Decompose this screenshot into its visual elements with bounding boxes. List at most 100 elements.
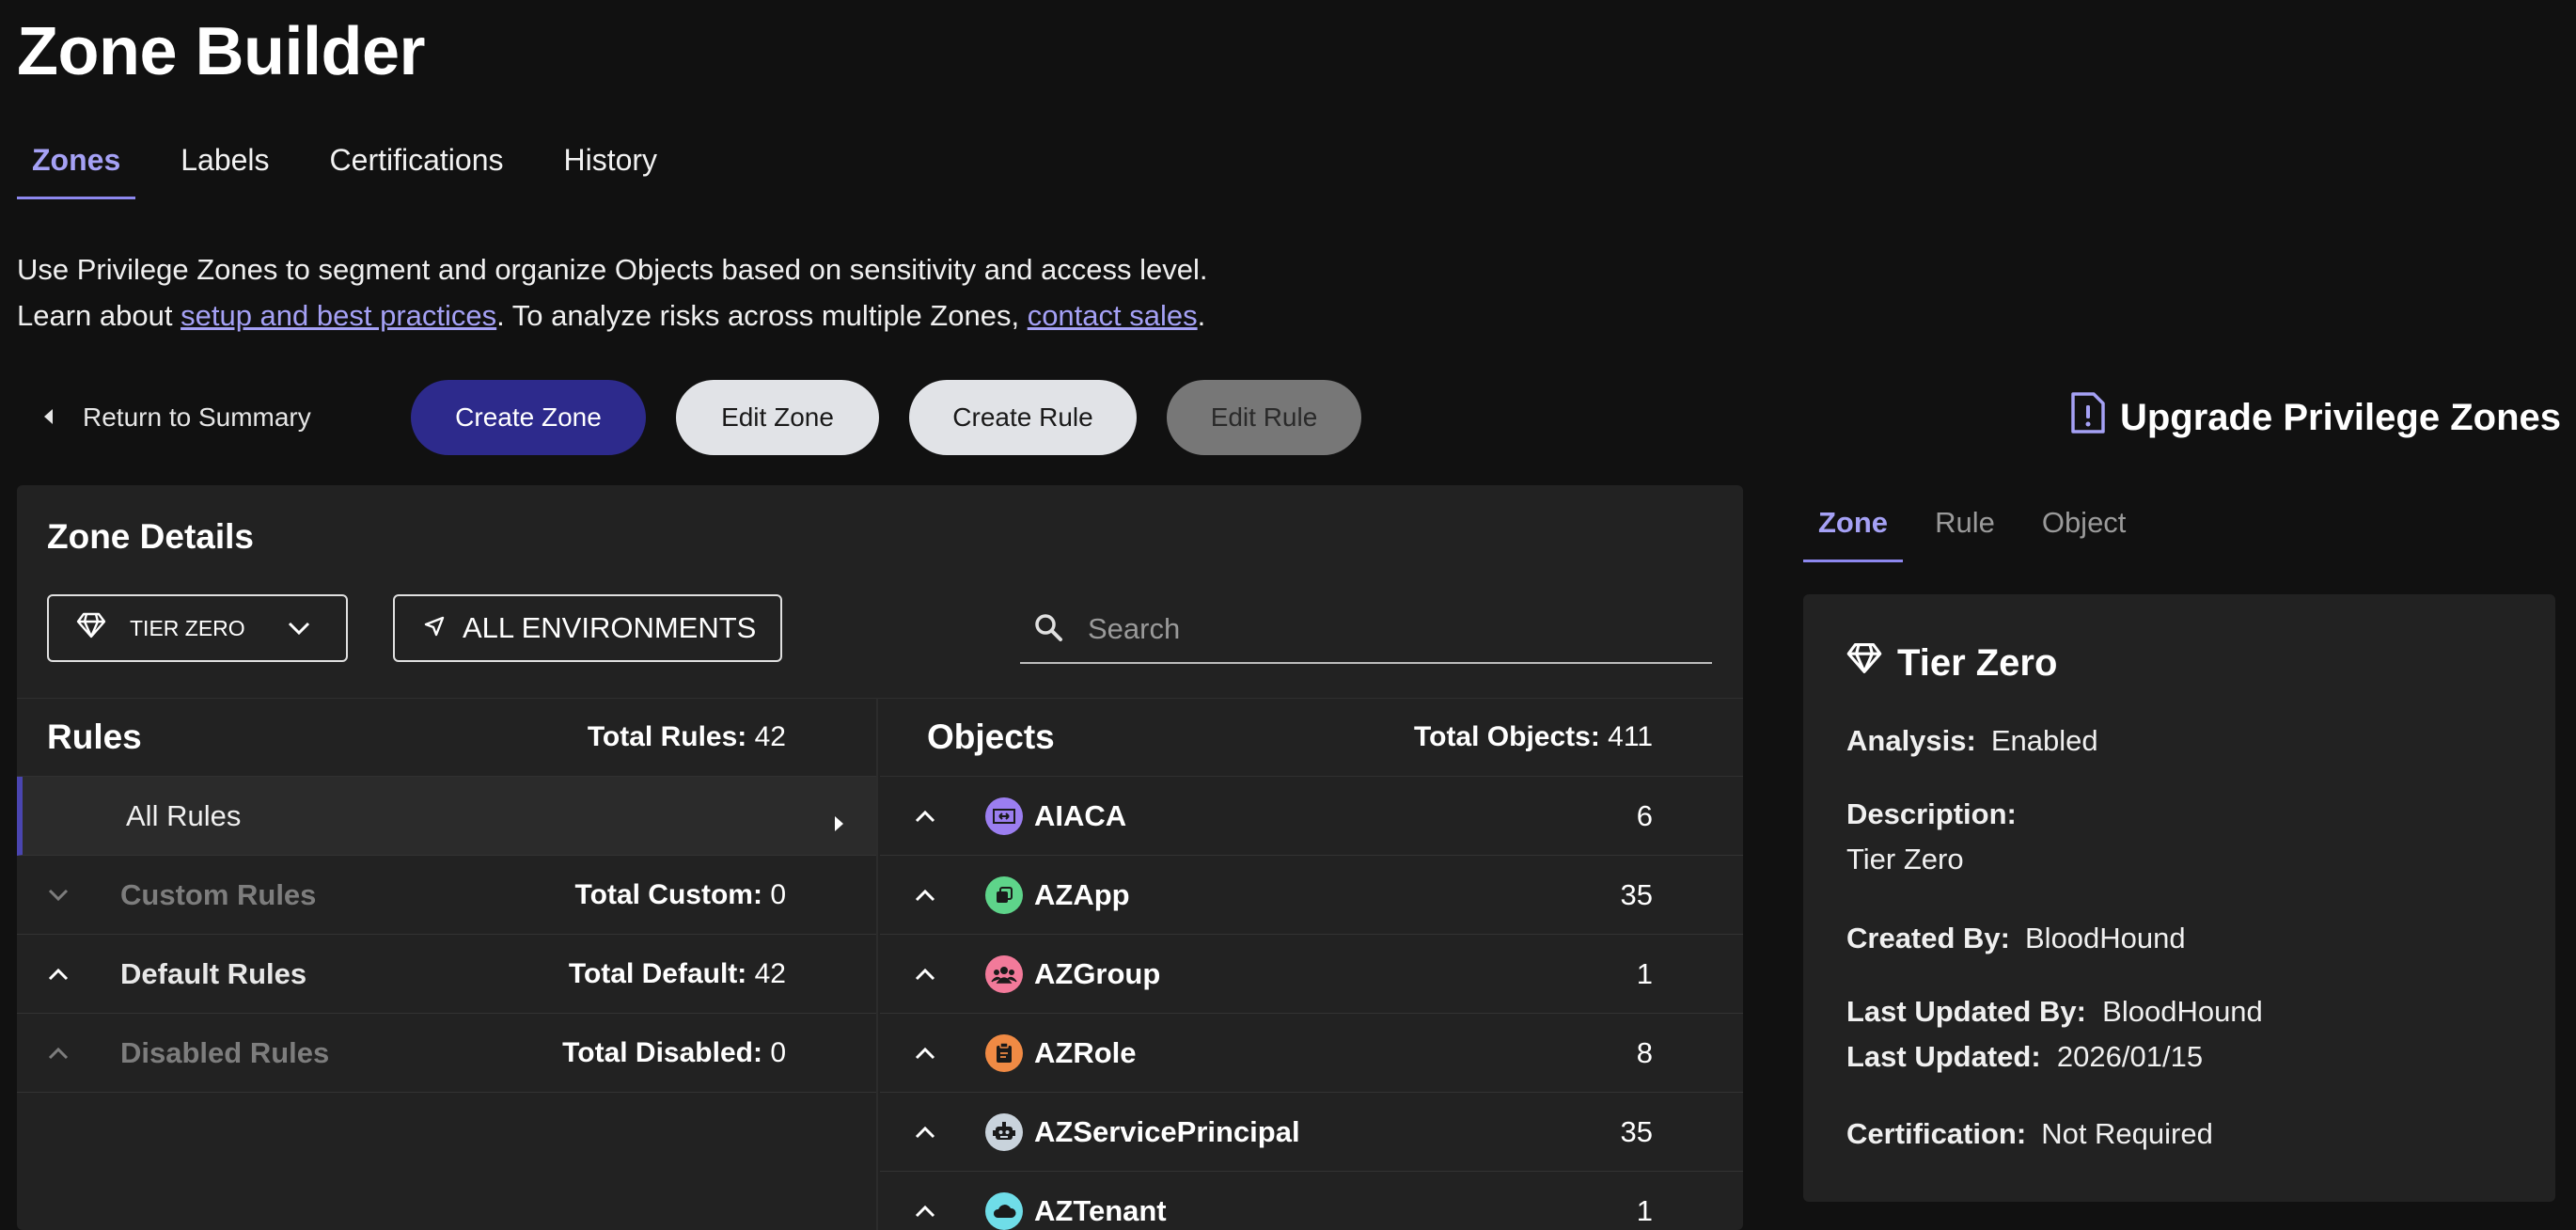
create-zone-button[interactable]: Create Zone [411,380,646,455]
object-count: 6 [1636,798,1653,832]
divider [17,698,1743,699]
tab-labels[interactable]: Labels [181,143,270,177]
caret-right-icon [833,807,846,841]
objects-title: Objects [927,717,1055,756]
environment-select-value: ALL ENVIRONMENTS [463,611,757,644]
description-label: Description: [1846,797,2017,830]
environment-select[interactable]: ALL ENVIRONMENTS [393,594,782,662]
description-value: Tier Zero [1846,843,1964,875]
cloud-icon [985,1191,1023,1230]
last-updated-by-value: BloodHound [2102,995,2263,1028]
upgrade-privilege-zones-link[interactable]: Upgrade Privilege Zones [2069,387,2561,448]
zone-details-title: Zone Details [47,517,254,556]
setup-best-practices-link[interactable]: setup and best practices [181,299,497,332]
object-row-azgroup[interactable]: AZGroup 1 [880,935,1743,1014]
tab-zones[interactable]: Zones [17,132,136,199]
rule-total-value: 0 [770,1036,786,1068]
rule-label: Default Rules [120,956,307,990]
rule-total: Total Custom: 0 [575,879,876,911]
object-row-aztenant[interactable]: AZTenant 1 [880,1172,1743,1230]
intro-suffix: . [1197,299,1206,332]
object-count: 8 [1636,1035,1653,1069]
rule-row-all[interactable]: All Rules [17,777,876,856]
tab-certifications[interactable]: Certifications [329,143,504,177]
rule-total: Total Disabled: 0 [562,1037,876,1069]
rule-total-label: Total Default: [568,957,747,989]
objects-column: Objects Total Objects: 411 AIACA 6 AZApp… [880,698,1743,1230]
rule-row-default[interactable]: Default Rules Total Default: 42 [17,935,876,1014]
chevron-up-icon[interactable] [880,888,985,903]
object-count: 35 [1620,877,1653,911]
group-icon [985,954,1023,993]
object-row-aiaca[interactable]: AIACA 6 [880,777,1743,856]
object-name: AZGroup [1034,956,1161,990]
zone-info-card: Tier Zero Analysis: Enabled Description: … [1803,594,2555,1202]
rule-total-value: 0 [770,878,786,910]
create-rule-button[interactable]: Create Rule [909,380,1137,455]
chevron-up-icon[interactable] [880,967,985,982]
object-row-azrole[interactable]: AZRole 8 [880,1014,1743,1093]
return-to-summary-label: Return to Summary [83,402,311,432]
chevron-down-icon[interactable] [17,888,120,903]
navigation-arrow-icon [423,611,446,645]
rule-total-value: 42 [754,957,786,989]
rules-title: Rules [47,717,142,756]
tab-history[interactable]: History [563,143,658,177]
object-row-azapp[interactable]: AZApp 35 [880,856,1743,935]
certification-field: Certification: Not Required [1846,1117,2213,1151]
total-objects: Total Objects: 411 [1414,721,1653,753]
page-title: Zone Builder [17,14,426,89]
created-by-value: BloodHound [2025,922,2186,954]
object-row-azserviceprincipal[interactable]: AZServicePrincipal 35 [880,1093,1743,1172]
object-count: 1 [1636,1193,1653,1227]
contact-sales-link[interactable]: contact sales [1027,299,1198,332]
chevron-up-icon[interactable] [880,1204,985,1219]
robot-icon [985,1112,1023,1151]
chevron-down-icon [287,616,311,641]
rule-total-label: Total Disabled: [562,1036,762,1068]
chevron-up-icon[interactable] [17,1046,120,1061]
search-field [1020,596,1712,664]
main-tabs: Zones Labels Certifications History [17,132,702,199]
chevron-up-icon[interactable] [880,1046,985,1061]
last-updated-field: Last Updated By: BloodHound Last Updated… [1846,989,2263,1080]
tab-object[interactable]: Object [2041,506,2127,539]
diamond-icon [1845,641,1884,685]
total-rules-label: Total Rules: [587,720,747,752]
tab-zone[interactable]: Zone [1803,485,1904,562]
intro-line-1: Use Privilege Zones to segment and organ… [17,253,1208,286]
rule-total-label: Total Custom: [574,878,762,910]
object-name: AZServicePrincipal [1034,1114,1300,1148]
rule-row-custom[interactable]: Custom Rules Total Custom: 0 [17,856,876,935]
object-name: AZRole [1034,1035,1137,1069]
tier-select[interactable]: TIER ZERO [47,594,348,662]
rule-label: All Rules [126,798,242,832]
detail-tabs: Zone Rule Object [1803,485,2158,562]
chevron-up-icon[interactable] [880,1125,985,1140]
last-updated-by-label: Last Updated By: [1846,995,2086,1028]
edit-zone-button[interactable]: Edit Zone [676,380,879,455]
chevron-up-icon[interactable] [17,967,120,982]
last-updated-label: Last Updated: [1846,1040,2041,1073]
analysis-field: Analysis: Enabled [1846,724,2098,758]
intro-text: Use Privilege Zones to segment and organ… [17,246,1208,339]
analysis-label: Analysis: [1846,724,1976,757]
diamond-icon [75,611,107,645]
analysis-value: Enabled [1990,724,2098,757]
search-input[interactable] [1088,612,1652,646]
zone-info-title: Tier Zero [1845,641,2057,685]
upgrade-document-icon [2069,390,2107,445]
rule-total: Total Default: 42 [569,958,876,990]
edit-rule-button[interactable]: Edit Rule [1167,380,1361,455]
zone-name: Tier Zero [1897,641,2058,684]
total-rules-value: 42 [754,720,786,752]
tab-rule[interactable]: Rule [1935,506,1995,539]
object-count: 35 [1620,1114,1653,1148]
rule-row-disabled[interactable]: Disabled Rules Total Disabled: 0 [17,1014,876,1093]
created-by-field: Created By: BloodHound [1846,922,2186,955]
certification-value: Not Required [2041,1117,2213,1150]
intro-prefix: Learn about [17,299,181,332]
return-to-summary-button[interactable]: Return to Summary [41,380,361,455]
chevron-up-icon[interactable] [880,809,985,824]
rule-label: Custom Rules [120,877,317,911]
